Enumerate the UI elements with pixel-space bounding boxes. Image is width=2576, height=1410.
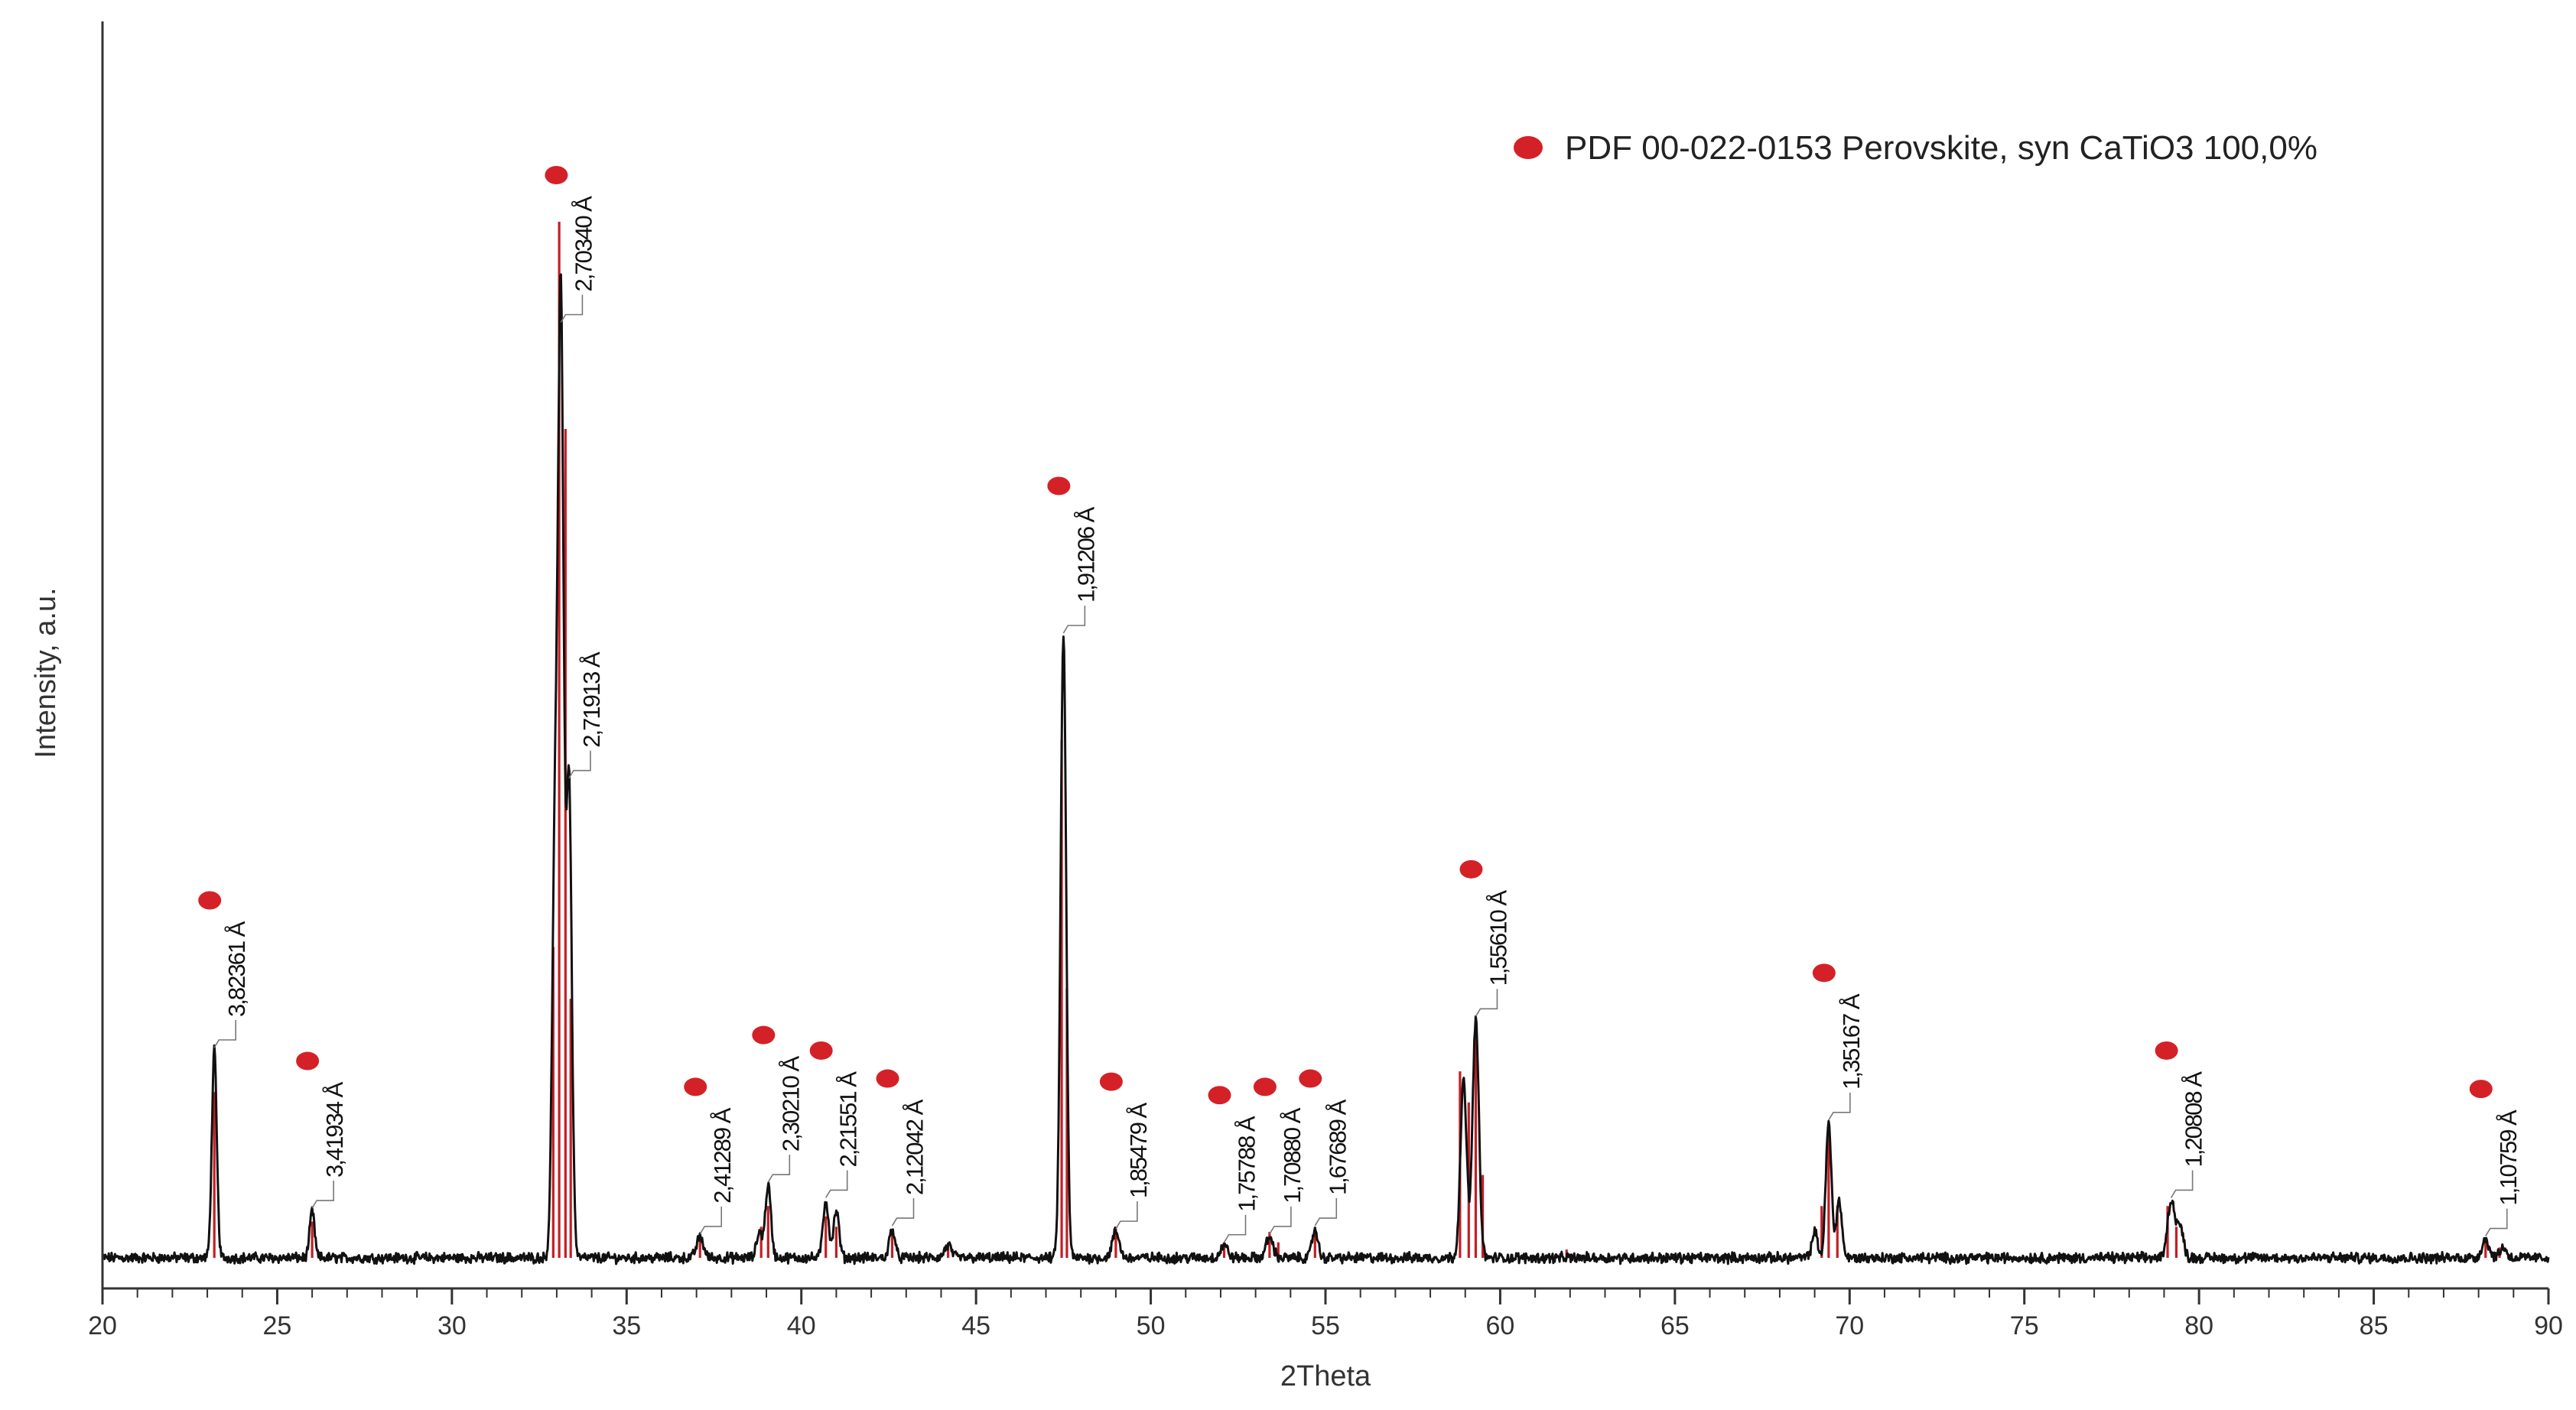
peak-dspacing-label: 2,12042 Å [901, 1099, 928, 1195]
x-tick-label: 20 [88, 1311, 117, 1340]
phase-marker [684, 1077, 707, 1096]
peak-leader-line [1314, 1198, 1338, 1226]
peak-dspacing-label: 2,30210 Å [777, 1055, 804, 1152]
phase-marker [1253, 1077, 1277, 1096]
peak-dspacing-label: 2,21551 Å [835, 1071, 862, 1168]
phase-marker [198, 891, 222, 910]
phase-marker [1812, 963, 1836, 983]
phase-marker [1047, 476, 1071, 495]
peak-leader-line [1115, 1201, 1138, 1230]
peak-leader-line [560, 294, 584, 323]
x-tick-label: 90 [2534, 1311, 2563, 1340]
legend-label: PDF 00-022-0153 Perovskite, syn CaTiO3 1… [1565, 129, 2317, 167]
x-tick-labels: 20 25 30 35 40 45 50 55 60 65 70 75 80 85 90 [88, 1311, 2563, 1340]
x-tick-label: 85 [2360, 1311, 2389, 1340]
peak-leader-line [568, 750, 591, 779]
phase-marker [752, 1025, 776, 1045]
peak-annotations: 3,82361 Å 3,41934 Å 2,70340 Å 2,71913 Å 2,41… [198, 166, 2522, 1243]
phase-marker [545, 166, 568, 184]
x-tick-label: 55 [1311, 1311, 1340, 1340]
legend: PDF 00-022-0153 Perovskite, syn CaTiO3 1… [1514, 129, 2317, 167]
peak-dspacing-label: 1,10759 Å [2495, 1109, 2522, 1206]
peak-leader-line [891, 1198, 915, 1226]
peak-dspacing-label: 3,82361 Å [223, 921, 250, 1017]
peak-dspacing-label: 1,85479 Å [1125, 1102, 1152, 1198]
phase-marker [296, 1051, 320, 1070]
peak-leader-line [699, 1206, 723, 1235]
peak-leader-line [1828, 1092, 1851, 1121]
phase-marker [809, 1041, 833, 1060]
reference-lines [213, 222, 2501, 1258]
peak-leader-line [2485, 1208, 2508, 1237]
peak-leader-line [767, 1155, 791, 1183]
peak-dspacing-label: 3,41934 Å [321, 1081, 348, 1178]
peak-leader-line [1269, 1206, 1292, 1235]
peak-dspacing-label: 1,91206 Å [1072, 506, 1099, 603]
legend-marker [1514, 136, 1543, 159]
phase-marker [1459, 859, 1483, 879]
phase-marker [1099, 1072, 1123, 1091]
peak-leader-line [1475, 989, 1498, 1017]
phase-marker [1208, 1086, 1231, 1105]
x-tick-label: 30 [437, 1311, 467, 1340]
peak-leader-line [213, 1020, 236, 1048]
x-tick-label: 45 [961, 1311, 990, 1340]
peak-leader-line [2170, 1170, 2194, 1198]
phase-marker [2469, 1080, 2493, 1099]
x-axis-title: 2Theta [1280, 1360, 1371, 1392]
peak-dspacing-label: 1,67689 Å [1324, 1099, 1351, 1195]
peak-dspacing-label: 2,71913 Å [578, 651, 605, 748]
peak-dspacing-label: 2,70340 Å [570, 196, 597, 292]
peak-dspacing-label: 1,75788 Å [1234, 1116, 1260, 1212]
x-tick-label: 70 [1835, 1311, 1864, 1340]
peak-dspacing-label: 1,20808 Å [2181, 1071, 2207, 1168]
x-tick-label: 75 [2010, 1311, 2039, 1340]
x-tick-label: 65 [1660, 1311, 1690, 1340]
peak-leader-line [311, 1181, 334, 1209]
phase-marker [1299, 1069, 1322, 1088]
x-tick-label: 50 [1137, 1311, 1166, 1340]
x-tick-label: 35 [612, 1311, 641, 1340]
phase-marker [2155, 1041, 2178, 1060]
peak-leader-line [1223, 1214, 1247, 1243]
peak-dspacing-label: 1,55610 Å [1485, 890, 1511, 986]
x-tick-label: 40 [787, 1311, 816, 1340]
measured-pattern-line [101, 273, 2550, 1265]
y-axis-title: Intensity, a.u. [30, 587, 62, 758]
x-axis-ticks [101, 1288, 2550, 1304]
peak-dspacing-label: 1,70880 Å [1279, 1107, 1306, 1204]
x-tick-label: 25 [263, 1311, 292, 1340]
phase-marker [876, 1069, 899, 1088]
x-tick-label: 80 [2184, 1311, 2213, 1340]
peak-leader-line [825, 1170, 848, 1198]
peak-dspacing-label: 1,35167 Å [1838, 993, 1865, 1090]
peak-dspacing-label: 2,41289 Å [709, 1107, 736, 1204]
peak-leader-line [1062, 606, 1086, 634]
x-tick-label: 60 [1486, 1311, 1515, 1340]
